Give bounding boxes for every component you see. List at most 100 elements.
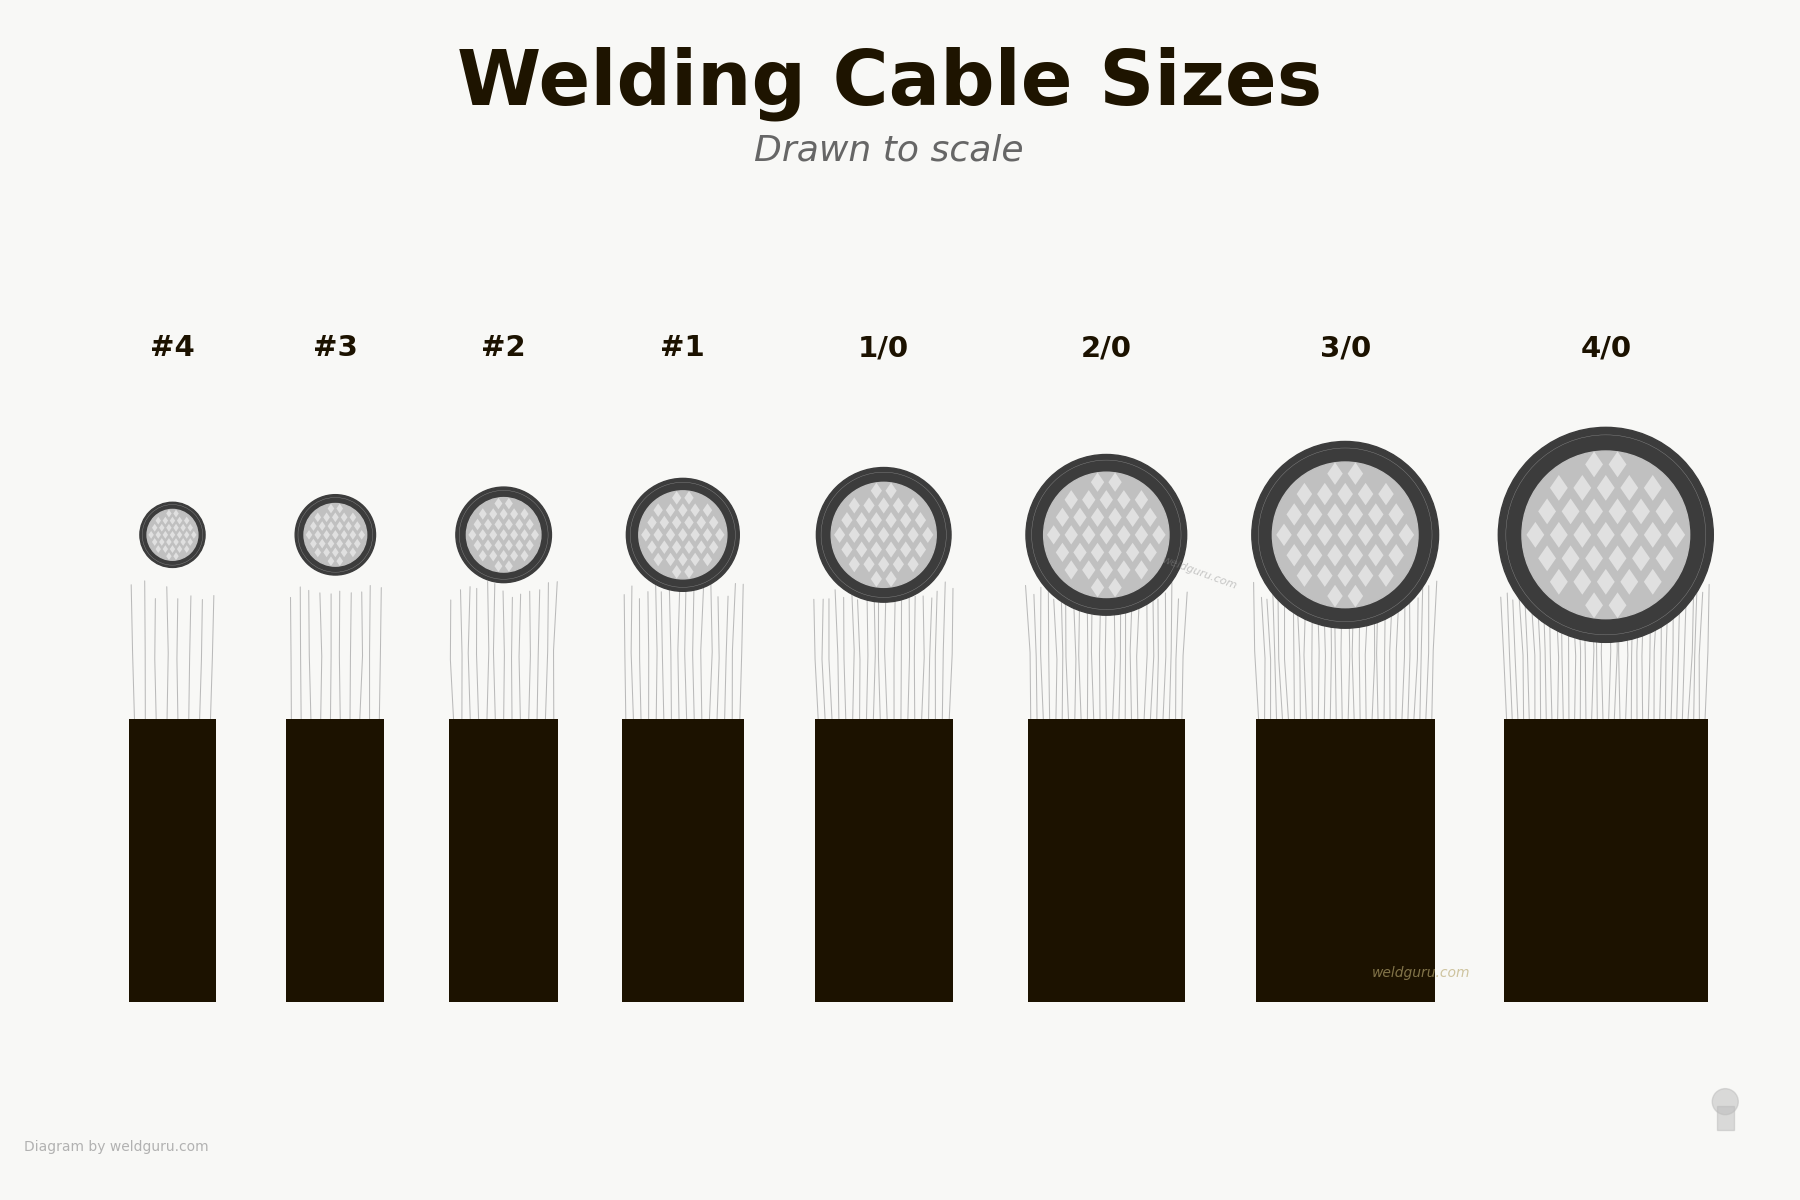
- Polygon shape: [907, 556, 918, 572]
- Polygon shape: [328, 539, 335, 548]
- Polygon shape: [328, 504, 335, 514]
- Polygon shape: [358, 530, 365, 540]
- Polygon shape: [328, 521, 335, 530]
- Polygon shape: [1597, 475, 1615, 500]
- Polygon shape: [1318, 564, 1332, 587]
- Polygon shape: [914, 512, 925, 528]
- Polygon shape: [1327, 503, 1343, 526]
- Polygon shape: [857, 541, 868, 558]
- Polygon shape: [1399, 523, 1415, 546]
- Polygon shape: [1318, 523, 1332, 546]
- Polygon shape: [473, 540, 482, 551]
- Polygon shape: [1597, 522, 1615, 547]
- Polygon shape: [850, 497, 860, 514]
- Polygon shape: [850, 556, 860, 572]
- Polygon shape: [324, 530, 329, 540]
- Polygon shape: [1327, 462, 1343, 485]
- Circle shape: [1273, 462, 1418, 607]
- Polygon shape: [151, 524, 157, 532]
- Bar: [1028, 720, 1184, 1002]
- Polygon shape: [180, 524, 185, 532]
- Polygon shape: [1073, 542, 1087, 562]
- Polygon shape: [1573, 475, 1591, 500]
- Polygon shape: [1388, 503, 1404, 526]
- Polygon shape: [169, 517, 175, 524]
- Polygon shape: [166, 510, 171, 517]
- Bar: [1503, 720, 1708, 1002]
- Polygon shape: [1379, 482, 1393, 505]
- Polygon shape: [893, 527, 904, 542]
- Polygon shape: [1134, 490, 1148, 510]
- Circle shape: [1712, 1088, 1739, 1115]
- Bar: [286, 720, 383, 1002]
- Polygon shape: [479, 550, 486, 562]
- Polygon shape: [841, 541, 853, 558]
- Polygon shape: [315, 512, 320, 522]
- Polygon shape: [191, 530, 196, 539]
- Circle shape: [466, 498, 542, 572]
- Polygon shape: [1667, 522, 1685, 547]
- Polygon shape: [1337, 523, 1354, 546]
- Polygon shape: [878, 527, 889, 542]
- Polygon shape: [337, 539, 344, 548]
- Polygon shape: [506, 518, 513, 530]
- Polygon shape: [907, 527, 918, 542]
- Polygon shape: [509, 509, 518, 520]
- Circle shape: [817, 468, 950, 602]
- Polygon shape: [1109, 473, 1121, 492]
- Polygon shape: [331, 547, 338, 557]
- Polygon shape: [715, 528, 725, 541]
- Polygon shape: [506, 540, 513, 551]
- Polygon shape: [331, 530, 338, 540]
- Polygon shape: [355, 539, 360, 548]
- Polygon shape: [1573, 522, 1591, 547]
- Polygon shape: [515, 540, 524, 551]
- Polygon shape: [184, 517, 189, 524]
- Polygon shape: [1539, 498, 1555, 524]
- Polygon shape: [1327, 584, 1343, 607]
- Polygon shape: [691, 528, 700, 541]
- Polygon shape: [671, 540, 682, 554]
- Polygon shape: [531, 529, 538, 540]
- Polygon shape: [1357, 523, 1373, 546]
- Polygon shape: [1620, 569, 1638, 595]
- Polygon shape: [850, 527, 860, 542]
- Polygon shape: [1091, 578, 1103, 598]
- Polygon shape: [1296, 564, 1312, 587]
- Polygon shape: [337, 521, 344, 530]
- Polygon shape: [878, 497, 889, 514]
- Polygon shape: [648, 540, 657, 554]
- Polygon shape: [1348, 462, 1363, 485]
- Polygon shape: [176, 517, 182, 524]
- Circle shape: [148, 510, 198, 560]
- Polygon shape: [1118, 490, 1130, 510]
- Polygon shape: [1368, 503, 1384, 526]
- Polygon shape: [1127, 542, 1139, 562]
- Polygon shape: [495, 560, 502, 572]
- Polygon shape: [1327, 544, 1343, 566]
- Polygon shape: [691, 504, 700, 517]
- Polygon shape: [641, 528, 650, 541]
- Polygon shape: [653, 528, 662, 541]
- Polygon shape: [526, 540, 535, 551]
- Polygon shape: [900, 512, 911, 528]
- Polygon shape: [684, 540, 693, 554]
- Polygon shape: [679, 504, 688, 517]
- Polygon shape: [1643, 522, 1661, 547]
- Bar: [450, 720, 558, 1002]
- Polygon shape: [1091, 508, 1103, 527]
- Polygon shape: [184, 545, 189, 553]
- Bar: [623, 720, 743, 1002]
- Circle shape: [1523, 451, 1690, 619]
- Polygon shape: [679, 528, 688, 541]
- Polygon shape: [1064, 526, 1078, 545]
- Polygon shape: [169, 530, 175, 539]
- Polygon shape: [176, 545, 182, 553]
- Polygon shape: [1562, 546, 1580, 571]
- Polygon shape: [886, 541, 896, 558]
- Polygon shape: [1550, 475, 1568, 500]
- Polygon shape: [495, 498, 502, 509]
- Polygon shape: [857, 512, 868, 528]
- Polygon shape: [162, 530, 167, 539]
- Polygon shape: [702, 528, 713, 541]
